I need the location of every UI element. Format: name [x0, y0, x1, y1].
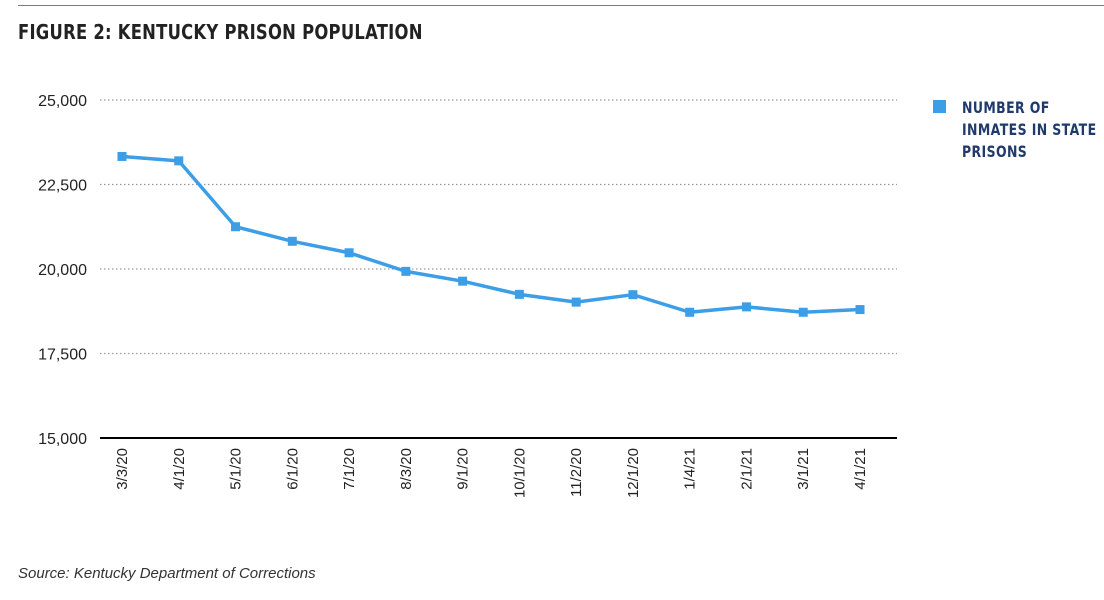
legend-label: NUMBER OF INMATES IN STATE PRISONS	[962, 98, 1097, 161]
x-tick-label: 3/1/21	[795, 448, 812, 490]
legend-swatch	[933, 100, 946, 113]
data-point	[174, 156, 184, 166]
data-point	[628, 290, 638, 300]
x-tick-label: 12/1/20	[625, 448, 642, 498]
data-point	[798, 307, 808, 317]
y-tick-label: 20,000	[38, 262, 87, 279]
x-tick-label: 10/1/20	[511, 448, 528, 498]
x-tick-label: 1/4/21	[682, 448, 699, 490]
figure-title: FIGURE 2: KENTUCKY PRISON POPULATION	[18, 20, 423, 44]
x-tick-label: 8/3/20	[398, 448, 415, 490]
x-tick-label: 3/3/20	[114, 448, 131, 490]
x-tick-label: 4/1/21	[852, 448, 869, 490]
data-point	[514, 289, 524, 299]
data-point	[741, 302, 751, 312]
data-point	[117, 151, 127, 161]
x-tick-label: 2/1/21	[738, 448, 755, 490]
top-rule	[18, 5, 1104, 6]
data-point	[401, 266, 411, 276]
x-tick-label: 11/2/20	[568, 448, 585, 497]
series-line	[121, 154, 861, 315]
data-point	[855, 305, 865, 315]
x-tick-label: 4/1/20	[171, 448, 188, 490]
x-tick-label: 9/1/20	[455, 448, 472, 490]
source-note: Source: Kentucky Department of Correctio…	[18, 565, 316, 582]
y-tick-label: 25,000	[38, 93, 87, 110]
data-point	[571, 297, 581, 307]
x-tick-label: 7/1/20	[341, 448, 358, 490]
data-point	[231, 222, 241, 232]
y-tick-label: 22,500	[38, 178, 87, 195]
x-tick-label: 5/1/20	[228, 448, 245, 490]
data-point	[344, 248, 354, 258]
data-point	[458, 276, 468, 286]
x-tick-label: 6/1/20	[284, 448, 301, 490]
data-point	[685, 307, 695, 317]
y-tick-label: 15,000	[38, 431, 87, 448]
y-tick-label: 17,500	[38, 347, 87, 364]
data-point	[287, 236, 297, 246]
